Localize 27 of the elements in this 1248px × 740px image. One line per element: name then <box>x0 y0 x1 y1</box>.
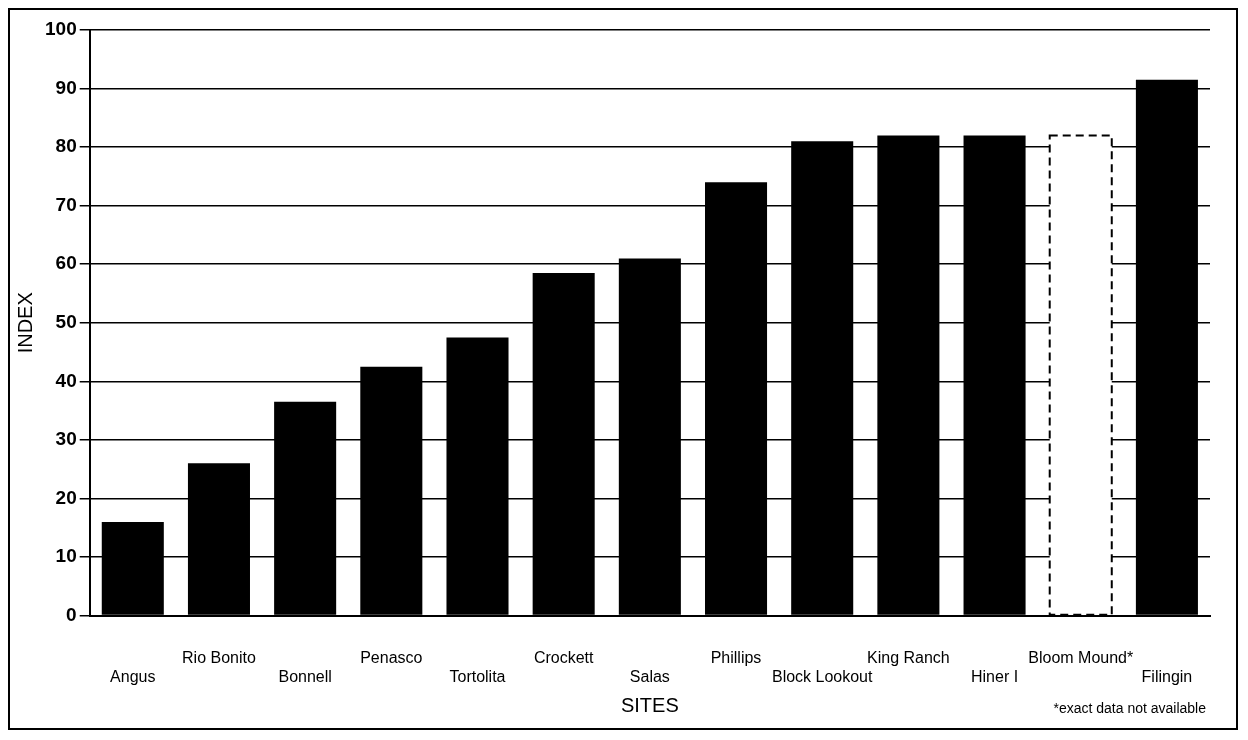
x-tick-label: Phillips <box>710 648 762 666</box>
y-axis-title: INDEX <box>13 292 36 354</box>
x-tick-label: Salas <box>629 667 670 685</box>
y-tick-label: 30 <box>55 428 77 450</box>
y-tick-label: 0 <box>66 603 77 625</box>
x-tick-label: Tortolita <box>449 667 506 685</box>
y-tick-label: 60 <box>55 252 77 274</box>
y-tick-label: 20 <box>55 486 77 508</box>
x-tick-label: Rio Bonito <box>182 648 256 666</box>
x-axis-title: SITES <box>620 693 679 716</box>
y-tick-label: 100 <box>45 18 77 40</box>
x-tick-label: Bloom Mound* <box>1028 648 1134 666</box>
x-tick-label: Angus <box>110 667 156 685</box>
x-tick-label: Penasco <box>360 648 423 666</box>
x-tick-label: King Ranch <box>867 648 950 666</box>
x-tick-label: Filingin <box>1141 667 1193 685</box>
text: *exact data not available <box>1053 700 1206 716</box>
y-tick-label: 90 <box>55 76 77 98</box>
x-tick-label: Crockett <box>533 648 595 666</box>
y-tick-label: 50 <box>55 311 77 333</box>
y-tick-label: 80 <box>55 135 77 157</box>
x-tick-label: Block Lookout <box>771 667 874 685</box>
x-tick-label: Bonnell <box>278 667 332 685</box>
y-tick-label: 10 <box>55 545 77 567</box>
y-tick-label: 70 <box>55 193 77 215</box>
y-tick-label: 40 <box>55 369 77 391</box>
x-tick-label: Hiner I <box>971 667 1019 685</box>
